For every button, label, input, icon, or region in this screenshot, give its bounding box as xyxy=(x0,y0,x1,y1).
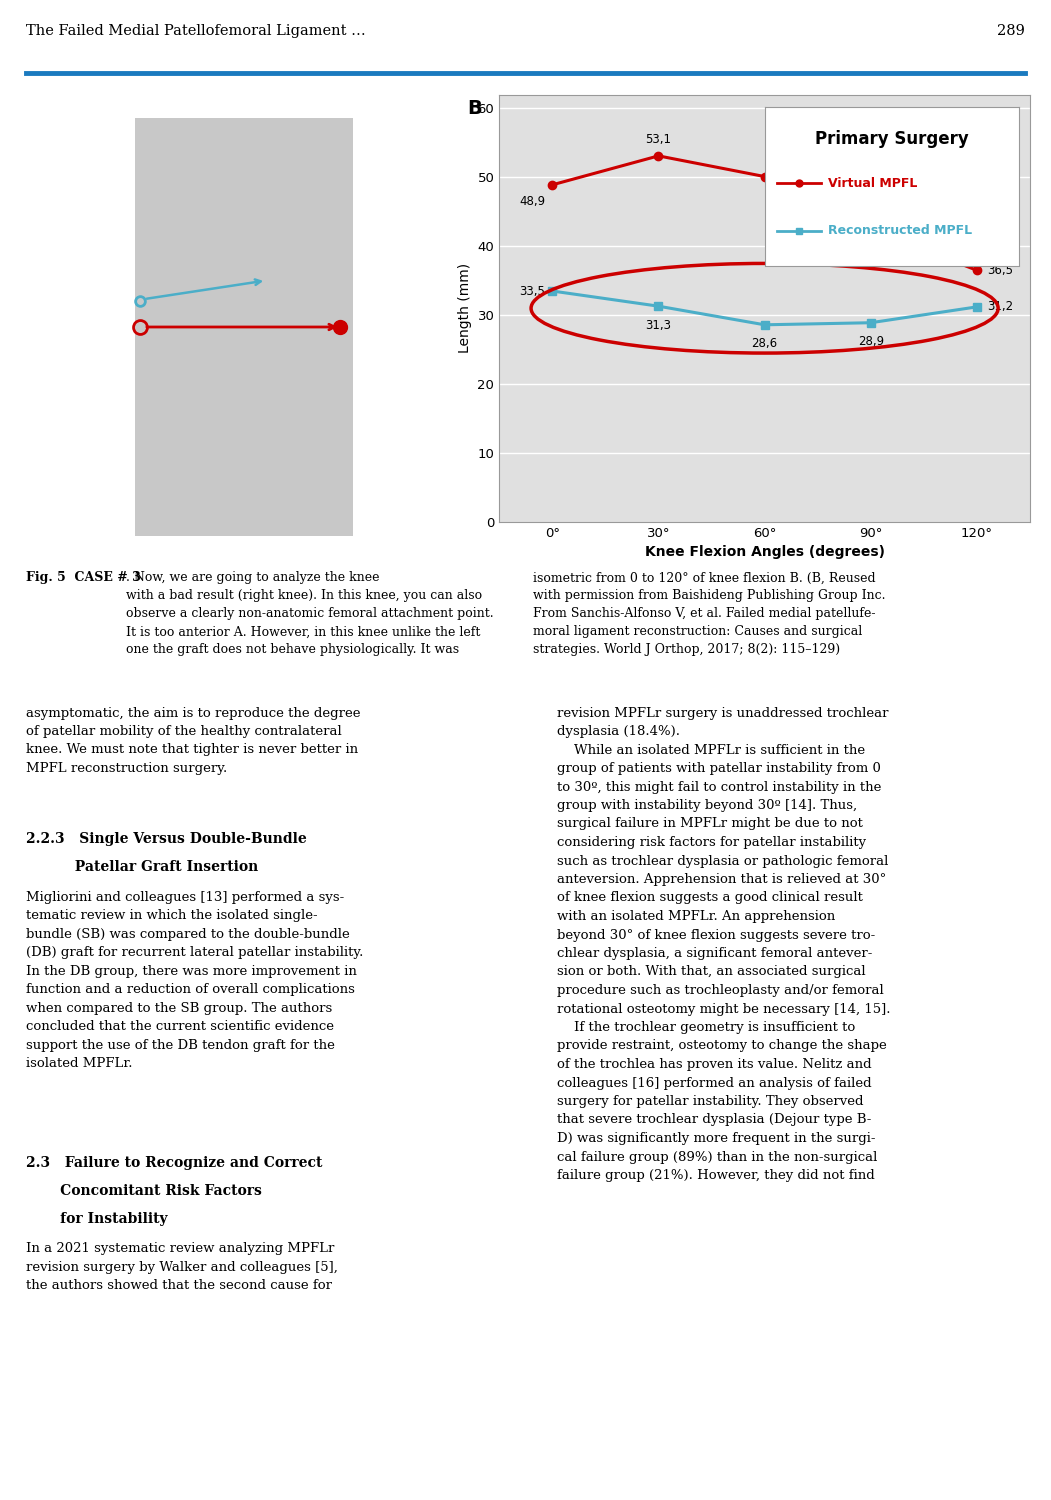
Text: asymptomatic, the aim is to reproduce the degree
of patellar mobility of the hea: asymptomatic, the aim is to reproduce th… xyxy=(26,706,360,776)
Text: Concomitant Risk Factors: Concomitant Risk Factors xyxy=(26,1184,262,1198)
Text: 31,2: 31,2 xyxy=(988,300,1013,313)
Text: Patellar Graft Insertion: Patellar Graft Insertion xyxy=(26,861,259,874)
Text: B: B xyxy=(468,99,482,118)
Text: 33,5: 33,5 xyxy=(519,285,545,297)
Text: In a 2021 systematic review analyzing MPFLr
revision surgery by Walker and colle: In a 2021 systematic review analyzing MP… xyxy=(26,1242,338,1292)
Text: 53,1: 53,1 xyxy=(645,132,672,146)
Text: 42,5: 42,5 xyxy=(878,243,904,255)
Text: 50,1: 50,1 xyxy=(771,153,798,166)
Text: The Failed Medial Patellofemoral Ligament …: The Failed Medial Patellofemoral Ligamen… xyxy=(26,24,366,39)
Text: Migliorini and colleagues [13] performed a sys-
tematic review in which the isol: Migliorini and colleagues [13] performed… xyxy=(26,891,364,1070)
Text: 289: 289 xyxy=(996,24,1025,39)
Text: A: A xyxy=(53,108,68,129)
Text: revision MPFLr surgery is unaddressed trochlear
dysplasia (18.4%).
    While an : revision MPFLr surgery is unaddressed tr… xyxy=(557,706,890,1182)
Text: 28,6: 28,6 xyxy=(751,338,778,350)
Text: . Now, we are going to analyze the knee
with a bad result (right knee). In this : . Now, we are going to analyze the knee … xyxy=(126,572,493,657)
Text: 36,5: 36,5 xyxy=(988,264,1013,278)
Text: 48,9: 48,9 xyxy=(519,195,545,208)
Text: for Instability: for Instability xyxy=(26,1212,168,1225)
Text: 28,9: 28,9 xyxy=(858,334,884,348)
Text: 2.3   Failure to Recognize and Correct: 2.3 Failure to Recognize and Correct xyxy=(26,1156,323,1170)
Text: 2.2.3   Single Versus Double-Bundle: 2.2.3 Single Versus Double-Bundle xyxy=(26,833,307,846)
Y-axis label: Length (mm): Length (mm) xyxy=(458,262,472,354)
Text: 31,3: 31,3 xyxy=(645,318,672,332)
Text: isometric from 0 to 120° of knee flexion B. (B, Reused
with permission from Bais: isometric from 0 to 120° of knee flexion… xyxy=(533,572,886,657)
X-axis label: Knee Flexion Angles (degrees): Knee Flexion Angles (degrees) xyxy=(644,546,885,560)
Text: Fig. 5  CASE # 3: Fig. 5 CASE # 3 xyxy=(26,572,141,585)
